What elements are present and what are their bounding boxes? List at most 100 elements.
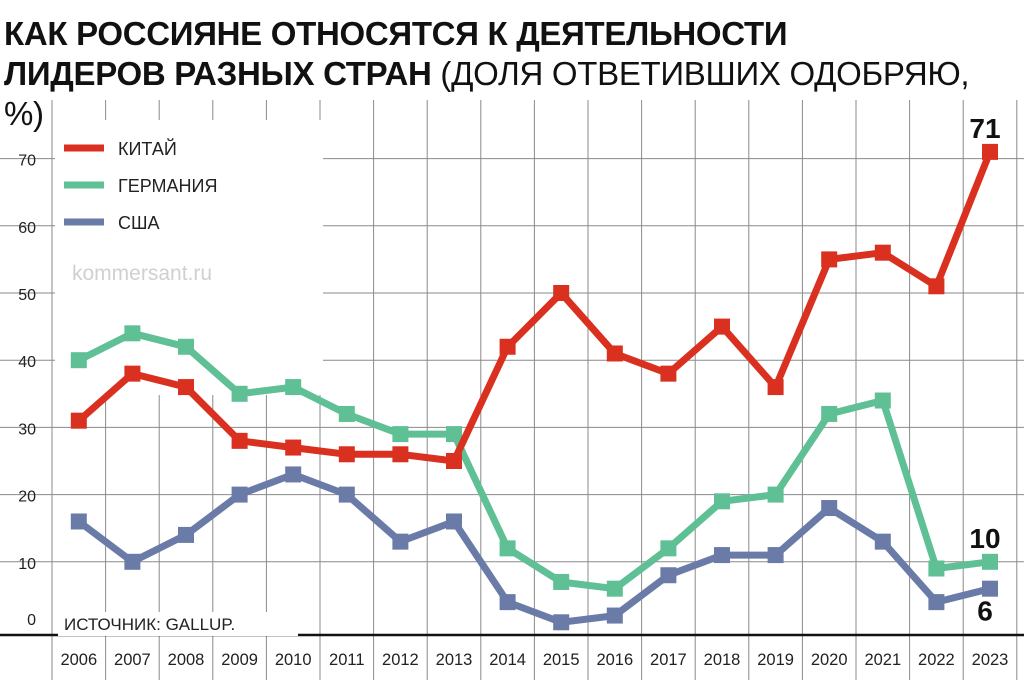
series-line: [77, 329, 991, 593]
data-point: [714, 547, 730, 564]
x-tick-label: 2013: [436, 651, 473, 669]
data-point: [553, 614, 570, 631]
x-tick-label: 2017: [650, 651, 687, 669]
y-tick-label: 20: [18, 489, 36, 506]
data-point: [499, 540, 516, 557]
end-label: 6: [977, 596, 993, 627]
data-point: [446, 453, 462, 469]
data-point: [928, 594, 945, 611]
x-tick-label: 2019: [757, 651, 794, 669]
legend-label: КИТАЙ: [118, 138, 177, 159]
y-tick-label: 0: [27, 612, 36, 629]
x-tick-label: 2018: [704, 651, 741, 669]
data-point: [338, 486, 355, 503]
data-point: [285, 379, 302, 396]
legend: КИТАЙ ГЕРМАНИЯ США: [64, 138, 218, 233]
series-line: [76, 150, 994, 465]
x-tick-label: 2011: [329, 651, 364, 669]
x-tick-label: 2016: [596, 651, 633, 669]
data-point: [982, 553, 998, 570]
chart-title: КАК РОССИЯНЕ ОТНОСЯТСЯ К ДЕЯТЕЛЬНОСТИ ЛИ…: [4, 14, 1014, 134]
data-point: [553, 573, 570, 590]
data-point: [70, 513, 87, 530]
data-point: [178, 379, 194, 396]
legend-label: ГЕРМАНИЯ: [118, 176, 218, 196]
data-point: [285, 466, 302, 483]
data-point: [821, 405, 838, 422]
x-axis: 2006 2007 2008 2009 2010 2011 2012 2013 2014 2015…: [60, 651, 1008, 669]
data-point: [606, 580, 623, 597]
y-tick-label: 50: [18, 287, 36, 304]
data-point: [767, 379, 784, 396]
chart-series: [70, 143, 998, 631]
x-tick-label: 2020: [811, 651, 848, 669]
data-point: [821, 500, 838, 517]
data-point: [70, 352, 87, 369]
data-point: [338, 405, 355, 422]
data-point: [767, 547, 784, 564]
watermark: kommersant.ru: [72, 262, 212, 285]
x-tick-label: 2007: [114, 651, 151, 669]
data-point: [124, 553, 141, 570]
series-germany: [70, 325, 998, 597]
series-usa: [70, 466, 998, 631]
data-point: [178, 338, 194, 355]
y-tick-label: 10: [18, 556, 36, 573]
x-tick-label: 2015: [543, 651, 580, 669]
data-point: [874, 533, 891, 550]
y-axis: 0 10 20 30 40 50 60 70: [18, 153, 36, 629]
data-point: [821, 251, 838, 268]
source-background: [58, 612, 298, 636]
data-point: [928, 278, 945, 295]
data-point: [499, 338, 516, 355]
data-point: [714, 318, 730, 335]
data-point: [392, 446, 409, 463]
data-point: [928, 560, 945, 577]
data-point: [714, 493, 730, 510]
data-point: [553, 285, 570, 301]
x-tick-label: 2023: [972, 651, 1009, 669]
data-point: [231, 432, 248, 449]
x-tick-label: 2008: [168, 651, 205, 669]
x-tick-label: 2014: [489, 651, 526, 669]
data-point: [767, 486, 784, 503]
line-chart: 0 10 20 30 40 50 60 70 2006 2007 2008 2009 2010 2011…: [0, 100, 1024, 680]
title-subtitle: (ДОЛЯ ОТВЕТИВШИХ ОДОБРЯЮ, %): [4, 55, 970, 132]
data-point: [124, 365, 141, 382]
data-point: [446, 513, 462, 530]
y-tick-label: 40: [18, 354, 36, 371]
data-point: [982, 580, 998, 597]
data-point: [606, 345, 623, 362]
data-point: [70, 412, 87, 429]
y-tick-label: 30: [18, 421, 36, 438]
data-point: [178, 526, 194, 543]
x-tick-label: 2012: [382, 651, 419, 669]
x-tick-label: 2010: [275, 651, 312, 669]
x-tick-label: 2021: [864, 651, 901, 669]
title-line-1: КАК РОССИЯНЕ ОТНОСЯТСЯ К ДЕЯТЕЛЬНОСТИ: [4, 15, 788, 52]
data-point: [499, 594, 516, 611]
data-point: [231, 486, 248, 503]
data-point: [660, 567, 677, 584]
end-labels: 71 10 6: [969, 113, 1000, 627]
title-line-2: ЛИДЕРОВ РАЗНЫХ СТРАН: [4, 55, 432, 92]
y-tick-label: 60: [18, 220, 36, 237]
data-point: [338, 446, 355, 463]
data-point: [660, 365, 677, 382]
data-point: [231, 385, 248, 402]
data-point: [660, 540, 677, 557]
x-tick-label: 2006: [60, 651, 97, 669]
data-point: [285, 439, 302, 456]
data-point: [392, 533, 409, 550]
series-line: [76, 470, 991, 626]
data-point: [874, 244, 891, 261]
data-point: [124, 325, 141, 342]
data-point: [874, 392, 891, 409]
x-tick-label: 2022: [918, 651, 955, 669]
y-tick-label: 70: [18, 153, 36, 170]
data-point: [982, 143, 998, 160]
source-note: ИСТОЧНИК: GALLUP.: [64, 615, 235, 634]
series-china: [70, 143, 998, 469]
end-label: 10: [969, 523, 1000, 554]
data-point: [446, 426, 462, 443]
